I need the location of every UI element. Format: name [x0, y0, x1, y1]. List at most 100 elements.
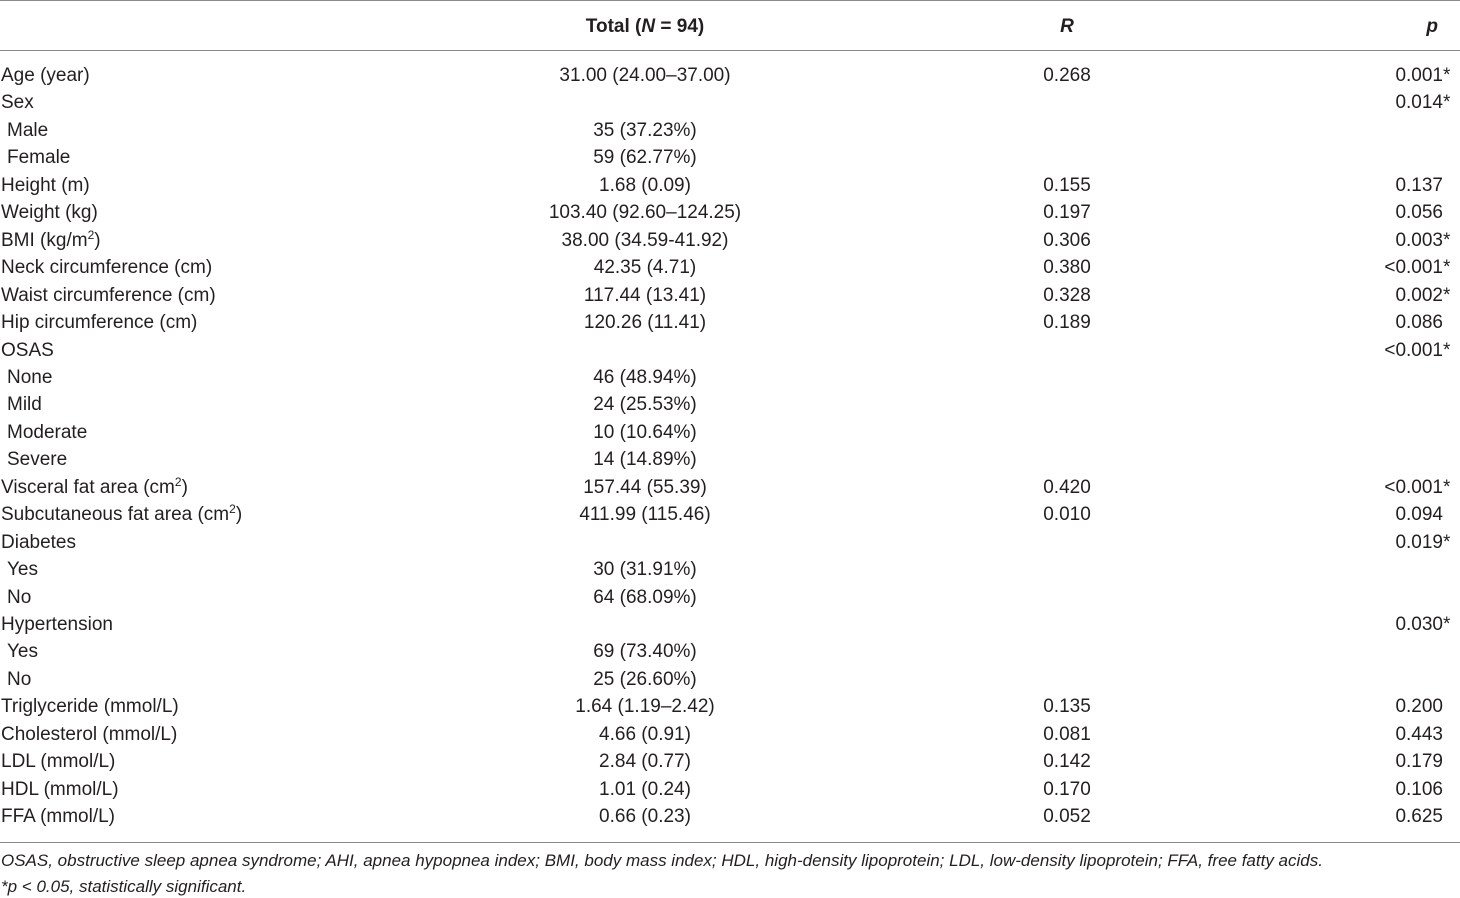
row-p-value: 0.443	[1395, 724, 1443, 745]
row-r-value: 0.328	[1043, 285, 1091, 306]
significance-marker: *	[1443, 257, 1451, 278]
top-rule	[0, 0, 1460, 1]
footnote-abbreviations: OSAS, obstructive sleep apnea syndrome; …	[1, 851, 1323, 870]
row-r-value: 0.135	[1043, 696, 1091, 717]
significance-marker: *	[1443, 614, 1451, 635]
row-r-value: 0.081	[1043, 724, 1091, 745]
row-label: LDL (mmol/L)	[1, 751, 116, 772]
row-label: Age (year)	[1, 65, 90, 86]
row-p-value: 0.200	[1395, 696, 1443, 717]
row-label: HDL (mmol/L)	[1, 779, 119, 800]
row-p-value: 0.056	[1395, 202, 1443, 223]
row-p-value: 0.086	[1395, 312, 1443, 333]
row-r-value: 0.155	[1043, 175, 1091, 196]
row-total-value: 1.64 (1.19–2.42)	[575, 696, 715, 717]
row-label: Moderate	[7, 422, 88, 443]
row-label: BMI (kg/m2)	[1, 228, 101, 251]
row-label: FFA (mmol/L)	[1, 806, 116, 827]
footnote-significance: *p < 0.05, statistically significant.	[1, 877, 247, 896]
row-total-value: 38.00 (34.59-41.92)	[561, 230, 729, 251]
row-total-value: 30 (31.91%)	[593, 559, 697, 580]
row-total-value: 46 (48.94%)	[593, 367, 697, 388]
row-total-value: 42.35 (4.71)	[593, 257, 697, 278]
row-p-value: 0.003*	[1395, 230, 1451, 251]
row-label: Height (m)	[1, 175, 90, 196]
row-label: Waist circumference (cm)	[1, 285, 216, 306]
row-label: Hip circumference (cm)	[1, 312, 198, 333]
significance-marker: *	[1443, 340, 1451, 361]
row-r-value: 0.142	[1043, 751, 1091, 772]
row-r-value: 0.197	[1043, 202, 1091, 223]
row-total-value: 2.84 (0.77)	[599, 751, 691, 772]
row-label: No	[7, 669, 32, 690]
row-r-value: 0.420	[1043, 477, 1091, 498]
row-total-value: 64 (68.09%)	[593, 587, 697, 608]
significance-marker: *	[1443, 477, 1451, 498]
row-label: Sex	[1, 92, 34, 113]
row-label: Diabetes	[1, 532, 76, 553]
row-label: Triglyceride (mmol/L)	[1, 696, 179, 717]
header-rule	[0, 50, 1460, 51]
row-total-value: 10 (10.64%)	[593, 422, 697, 443]
row-p-value: 0.179	[1395, 751, 1443, 772]
row-label: Weight (kg)	[1, 202, 98, 223]
row-r-value: 0.380	[1043, 257, 1091, 278]
row-p-value: 0.014*	[1395, 92, 1451, 113]
row-label: Subcutaneous fat area (cm2)	[1, 502, 243, 525]
significance-marker: *	[1443, 92, 1451, 113]
row-label: Female	[7, 147, 71, 168]
row-p-value: 0.094	[1395, 504, 1443, 525]
row-p-value: 0.030*	[1395, 614, 1451, 635]
row-total-value: 69 (73.40%)	[593, 641, 697, 662]
row-total-value: 120.26 (11.41)	[583, 312, 707, 333]
header-total: Total (N = 94)	[585, 16, 705, 37]
row-label: Yes	[7, 641, 38, 662]
row-r-value: 0.306	[1043, 230, 1091, 251]
significance-marker: *	[1443, 65, 1451, 86]
row-total-value: 411.99 (115.46)	[579, 504, 711, 525]
row-p-value: <0.001*	[1384, 340, 1451, 361]
row-label: Neck circumference (cm)	[1, 257, 213, 278]
row-r-value: 0.189	[1043, 312, 1091, 333]
row-p-value: 0.001*	[1395, 65, 1451, 86]
row-total-value: 1.68 (0.09)	[599, 175, 691, 196]
row-r-value: 0.268	[1043, 65, 1091, 86]
row-label: Cholesterol (mmol/L)	[1, 724, 178, 745]
row-total-value: 117.44 (13.41)	[583, 285, 707, 306]
row-total-value: 24 (25.53%)	[593, 394, 697, 415]
row-label: Severe	[7, 449, 68, 470]
row-total-value: 25 (26.60%)	[593, 669, 697, 690]
row-label: Yes	[7, 559, 38, 580]
row-total-value: 157.44 (55.39)	[583, 477, 707, 498]
row-p-value: <0.001*	[1384, 477, 1451, 498]
row-r-value: 0.010	[1043, 504, 1091, 525]
row-total-value: 35 (37.23%)	[593, 120, 697, 141]
row-total-value: 31.00 (24.00–37.00)	[559, 65, 731, 86]
row-p-value: 0.137	[1395, 175, 1443, 196]
bottom-rule	[0, 842, 1460, 843]
row-label: Mild	[7, 394, 42, 415]
row-label: Visceral fat area (cm2)	[1, 475, 188, 498]
row-label: None	[7, 367, 53, 388]
row-total-value: 4.66 (0.91)	[599, 724, 691, 745]
row-label: OSAS	[1, 340, 54, 361]
significance-marker: *	[1443, 532, 1451, 553]
header-r: R	[1060, 16, 1074, 37]
row-r-value: 0.170	[1043, 779, 1091, 800]
row-p-value: 0.106	[1395, 779, 1443, 800]
significance-marker: *	[1443, 230, 1451, 251]
significance-marker: *	[1443, 285, 1451, 306]
row-label: Male	[7, 120, 49, 141]
row-total-value: 14 (14.89%)	[593, 449, 697, 470]
row-label: Hypertension	[1, 614, 113, 635]
row-p-value: <0.001*	[1384, 257, 1451, 278]
row-total-value: 1.01 (0.24)	[599, 779, 691, 800]
row-total-value: 103.40 (92.60–124.25)	[548, 202, 742, 223]
header-p: p	[1426, 16, 1438, 37]
row-p-value: 0.002*	[1395, 285, 1451, 306]
row-label: No	[7, 587, 32, 608]
row-r-value: 0.052	[1043, 806, 1091, 827]
row-p-value: 0.019*	[1395, 532, 1451, 553]
row-total-value: 0.66 (0.23)	[599, 806, 691, 827]
